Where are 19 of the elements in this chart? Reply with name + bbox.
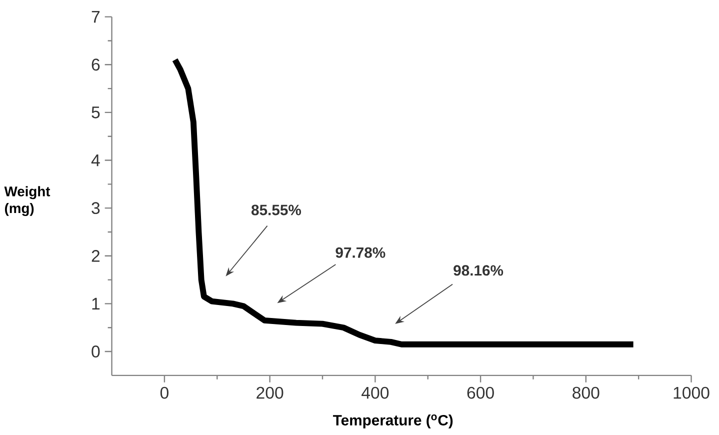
y-tick-label: 4 <box>91 154 100 166</box>
x-tick-label: 400 <box>362 386 389 399</box>
annotation: 85.55% <box>251 204 302 216</box>
y-tick-label: 3 <box>92 202 100 214</box>
y-tick-label: 1 <box>92 298 100 310</box>
x-tick-label: 600 <box>467 386 494 399</box>
x-axis-title: Temperature ($^{o}$C) <box>333 414 453 428</box>
annotation: 98.16% <box>454 265 504 276</box>
y-tick-label: 5 <box>92 106 100 118</box>
annotation: 97.78% <box>336 247 386 258</box>
x-tick-label: 200 <box>256 386 284 399</box>
y-tick-label: 0 <box>92 346 100 358</box>
y-tick-label: 6 <box>92 58 100 71</box>
x-tick-label: 800 <box>572 386 600 399</box>
x-tick-label: 0 <box>160 386 168 399</box>
y-tick-label: 7 <box>92 11 100 23</box>
y-tick-label: 2 <box>92 250 100 262</box>
y-axis-title: Weight (mg) <box>4 186 50 216</box>
x-tick-label: 1000 <box>674 386 710 399</box>
